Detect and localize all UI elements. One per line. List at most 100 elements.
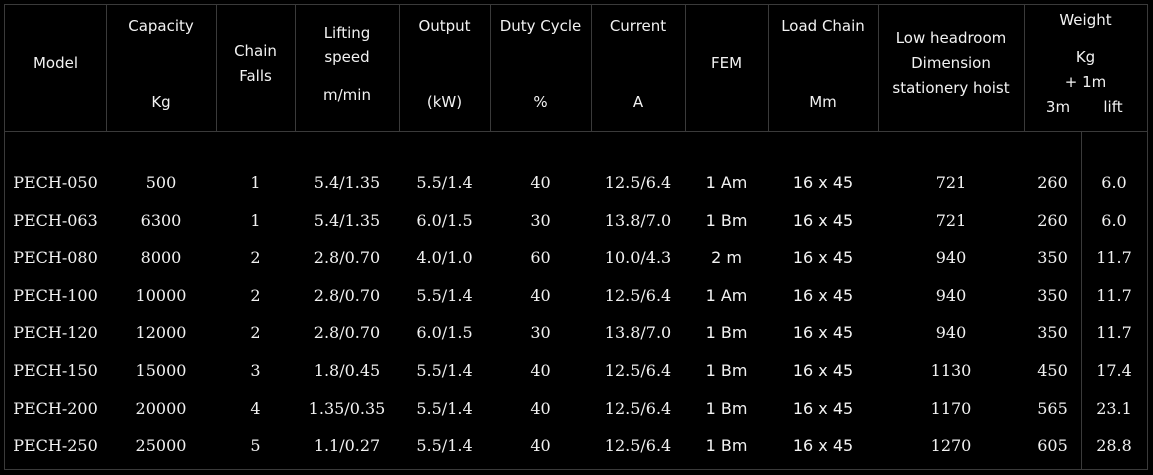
header-current: Current: [609, 17, 667, 35]
cell-current: 12.5/6.4: [604, 361, 672, 380]
cell-model: PECH-100: [13, 285, 98, 305]
cell-fem: 1 Bm: [705, 398, 748, 418]
cell-current: 12.5/6.4: [604, 173, 672, 192]
col-divider: [106, 5, 107, 132]
cell-headroom: 721: [935, 173, 967, 192]
cell-falls: 5: [250, 436, 261, 456]
header-lifting-speed-1: Lifting: [323, 24, 371, 42]
cell-model: PECH-063: [13, 210, 98, 230]
header-output: Output: [418, 17, 471, 35]
cell-capacity: 25000: [135, 436, 187, 456]
cell-chain: 16 x 45: [792, 248, 854, 268]
cell-capacity: 6300: [140, 210, 182, 230]
cell-capacity: 15000: [135, 361, 187, 380]
header-duty-cycle: Duty Cycle: [499, 17, 582, 35]
cell-falls: 1: [250, 210, 261, 230]
cell-falls: 1: [250, 173, 261, 192]
cell-chain: 16 x 45: [792, 361, 854, 380]
cell-model: PECH-250: [13, 436, 98, 456]
cell-w3m: 260: [1037, 173, 1068, 192]
col-divider: [399, 5, 400, 132]
header-lifting-speed-unit: m/min: [323, 86, 371, 104]
cell-model: PECH-050: [13, 173, 98, 192]
cell-falls: 3: [250, 361, 261, 380]
cell-speed: 5.4/1.35: [313, 210, 381, 230]
cell-model: PECH-150: [13, 361, 98, 380]
cell-model: PECH-200: [13, 398, 98, 418]
cell-fem: 1 Am: [705, 285, 748, 305]
cell-wlift: 28.8: [1096, 436, 1132, 456]
header-weight-unit: Kg: [1075, 48, 1096, 66]
cell-duty: 40: [530, 173, 551, 192]
cell-headroom: 1170: [930, 398, 972, 418]
cell-speed: 1.35/0.35: [308, 398, 386, 418]
cell-duty: 40: [530, 436, 551, 456]
header-weight-extra: + 1m: [1064, 73, 1107, 91]
cell-fem: 2 m: [711, 248, 742, 268]
cell-current: 13.8/7.0: [604, 210, 672, 230]
cell-w3m: 350: [1037, 323, 1068, 343]
header-model: Model: [32, 54, 79, 72]
cell-output: 5.5/1.4: [416, 398, 473, 418]
header-capacity: Capacity: [128, 17, 194, 35]
cell-capacity: 10000: [135, 285, 187, 305]
cell-duty: 30: [530, 210, 551, 230]
cell-chain: 16 x 45: [792, 285, 854, 305]
header-divider: [5, 131, 1147, 132]
cell-wlift: 6.0: [1101, 173, 1127, 192]
cell-capacity: 20000: [135, 398, 187, 418]
cell-chain: 16 x 45: [792, 398, 854, 418]
cell-duty: 30: [530, 323, 551, 343]
cell-headroom: 1130: [930, 361, 972, 380]
header-current-unit: A: [632, 93, 644, 111]
cell-headroom: 940: [935, 285, 967, 305]
header-weight: Weight: [1059, 11, 1112, 29]
cell-capacity: 500: [145, 173, 177, 192]
cell-output: 6.0/1.5: [416, 210, 473, 230]
col-divider: [295, 5, 296, 132]
cell-capacity: 8000: [140, 248, 182, 268]
weight-col-divider: [1081, 132, 1082, 469]
header-capacity-unit: Kg: [151, 93, 171, 111]
header-lifting-speed-2: speed: [324, 48, 370, 66]
header-chain-falls-2: Falls: [239, 67, 272, 85]
cell-fem: 1 Bm: [705, 361, 748, 380]
header-low-headroom-2: Dimension: [911, 54, 991, 72]
header-low-headroom-1: Low headroom: [895, 29, 1007, 47]
cell-headroom: 940: [935, 248, 967, 268]
cell-w3m: 350: [1037, 285, 1068, 305]
cell-wlift: 6.0: [1101, 210, 1127, 230]
cell-chain: 16 x 45: [792, 436, 854, 456]
header-load-chain: Load Chain: [781, 17, 865, 35]
cell-fem: 1 Bm: [705, 323, 748, 343]
cell-chain: 16 x 45: [792, 323, 854, 343]
cell-speed: 2.8/0.70: [313, 323, 381, 343]
cell-fem: 1 Bm: [705, 436, 748, 456]
cell-falls: 2: [250, 248, 261, 268]
header-duty-cycle-unit: %: [533, 93, 548, 111]
cell-model: PECH-120: [13, 323, 98, 343]
cell-capacity: 12000: [135, 323, 187, 343]
cell-duty: 60: [530, 248, 551, 268]
cell-output: 5.5/1.4: [416, 361, 473, 380]
cell-output: 6.0/1.5: [416, 323, 473, 343]
cell-speed: 1.8/0.45: [313, 361, 381, 380]
cell-headroom: 1270: [930, 436, 972, 456]
header-fem: FEM: [710, 54, 743, 72]
cell-falls: 4: [250, 398, 261, 418]
cell-headroom: 940: [935, 323, 967, 343]
header-chain-falls-1: Chain: [234, 42, 277, 60]
cell-w3m: 260: [1037, 210, 1068, 230]
col-divider: [216, 5, 217, 132]
cell-w3m: 350: [1037, 248, 1068, 268]
cell-output: 5.5/1.4: [416, 436, 473, 456]
header-weight-3m: 3m: [1045, 98, 1071, 116]
cell-wlift: 23.1: [1096, 398, 1132, 418]
cell-fem: 1 Bm: [705, 210, 748, 230]
cell-current: 12.5/6.4: [604, 398, 672, 418]
col-divider: [768, 5, 769, 132]
cell-output: 5.5/1.4: [416, 173, 473, 192]
cell-wlift: 11.7: [1096, 248, 1132, 268]
col-divider: [591, 5, 592, 132]
cell-w3m: 565: [1037, 398, 1068, 418]
